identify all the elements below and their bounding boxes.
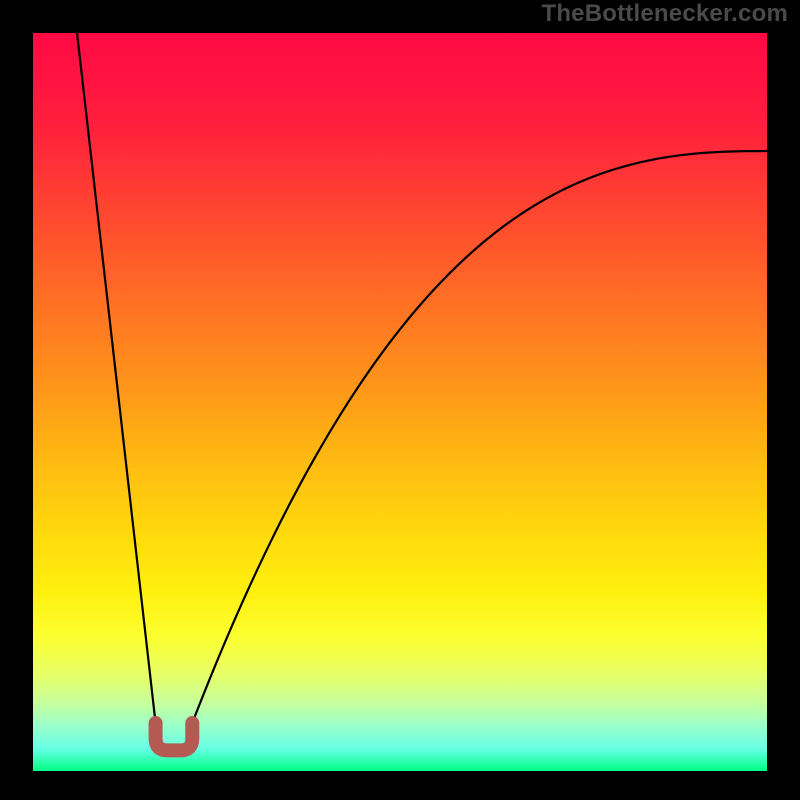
watermark-text: TheBottlenecker.com	[541, 0, 788, 28]
chart-frame: TheBottlenecker.com	[0, 0, 800, 800]
bottleneck-chart	[0, 0, 800, 800]
plot-background	[33, 33, 767, 771]
